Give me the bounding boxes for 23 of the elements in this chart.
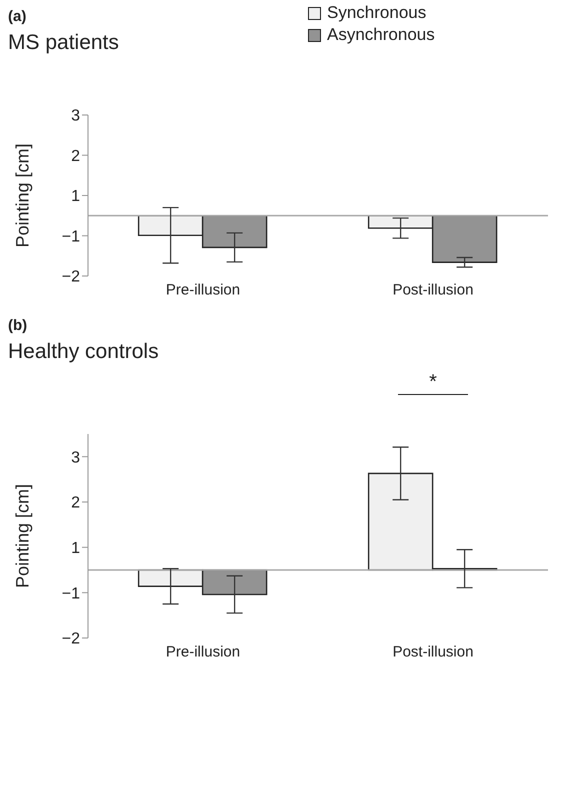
chart-title: (a): [8, 8, 26, 25]
text: *: [428, 371, 438, 393]
y-tick-label: −2: [62, 268, 80, 286]
x-tick-label: Pre-illusion: [166, 644, 240, 661]
chart-subtitle: MS patients: [8, 31, 119, 54]
y-axis-title: Pointing [cm]: [12, 143, 32, 248]
x-tick-label: Pre-illusion: [166, 282, 240, 299]
y-tick-label: −1: [62, 585, 80, 602]
chart-subtitle: Healthy controls: [8, 340, 160, 364]
y-axis-title: Pointing [cm]: [12, 484, 32, 588]
y-tick-label: 2: [71, 148, 80, 165]
y-tick-label: −2: [62, 630, 80, 648]
y-tick-label: 1: [71, 188, 80, 206]
legend-label: Synchronous: [327, 2, 426, 24]
y-tick-label: 3: [71, 449, 80, 466]
legend-label: Asynchronous: [327, 24, 435, 46]
x-tick-label: Post-illusion: [392, 644, 474, 661]
chart-title: (b): [8, 317, 28, 334]
y-tick-label: −1: [62, 228, 80, 246]
y-tick-label: 1: [71, 540, 80, 558]
y-tick-label: 2: [71, 494, 80, 512]
x-tick-label: Post-illusion: [392, 282, 474, 299]
y-tick-label: 3: [71, 108, 80, 125]
